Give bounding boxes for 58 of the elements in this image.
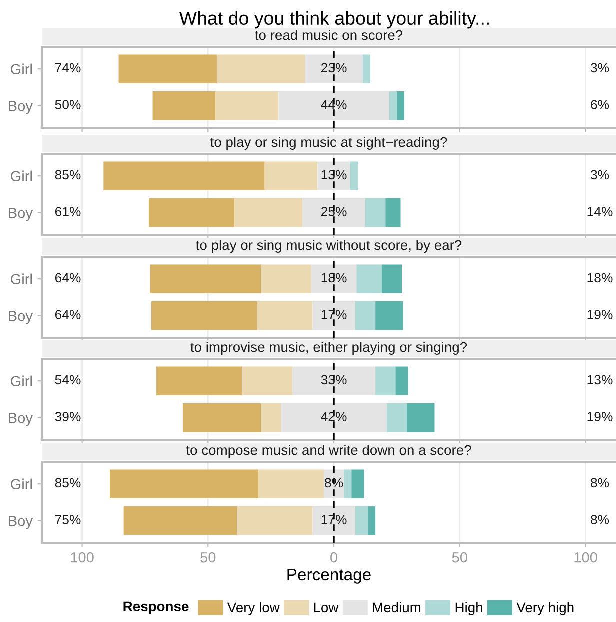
legend-title: Response bbox=[124, 602, 189, 614]
y-tick-label: Girl bbox=[11, 64, 32, 75]
data-label: 25% bbox=[321, 207, 347, 216]
data-label: 8% bbox=[325, 478, 344, 488]
legend-label: Very high bbox=[516, 602, 574, 616]
annotation: 85% bbox=[55, 170, 81, 180]
y-tick-label: Girl bbox=[11, 274, 32, 285]
annotation: 19% bbox=[588, 310, 613, 320]
x-tick-label: 100 bbox=[71, 552, 94, 563]
annotation: 18% bbox=[588, 273, 613, 283]
y-tick-label: Girl bbox=[11, 376, 32, 387]
y-tick-label: Girl bbox=[11, 478, 32, 490]
legend-label: High bbox=[456, 602, 482, 616]
y-tick-label: Boy bbox=[9, 101, 33, 114]
x-tick-label: 100 bbox=[574, 552, 598, 563]
annotation: 39% bbox=[55, 412, 81, 422]
data-label: 42% bbox=[321, 412, 347, 422]
annotation: 85% bbox=[55, 478, 81, 488]
annotation: 8% bbox=[591, 515, 610, 524]
annotation: 19% bbox=[588, 412, 613, 422]
data-label: 44% bbox=[321, 100, 347, 110]
y-tick-label: Boy bbox=[9, 208, 33, 222]
legend-label: Very low bbox=[227, 602, 280, 616]
annotation: 6% bbox=[591, 100, 610, 110]
annotation: 61% bbox=[55, 207, 81, 216]
x-axis-title: Percentage bbox=[288, 569, 371, 584]
annotation: 75% bbox=[55, 515, 81, 524]
chart-subtitle: to improvise music, either playing or singing? bbox=[190, 342, 468, 355]
legend-label: Low bbox=[314, 602, 339, 613]
annotation: 14% bbox=[588, 207, 613, 216]
chart-subtitle: to play or sing music without score, by ear? bbox=[196, 240, 462, 253]
data-label: 17% bbox=[322, 310, 347, 320]
annotation: 74% bbox=[55, 63, 81, 73]
x-tick-label: 50 bbox=[200, 552, 216, 563]
data-label: 18% bbox=[322, 273, 347, 283]
chart-title: What do you think about your ability... bbox=[179, 11, 489, 29]
annotation: 13% bbox=[588, 375, 613, 385]
y-tick-label: Girl bbox=[11, 170, 32, 182]
data-label: 23% bbox=[321, 63, 347, 73]
annotation: 54% bbox=[55, 375, 81, 385]
x-tick-label: 50 bbox=[452, 552, 468, 563]
x-tick-label: 0 bbox=[330, 552, 338, 563]
legend-label: Medium bbox=[373, 602, 421, 613]
data-label: 17% bbox=[322, 515, 347, 524]
annotation: 50% bbox=[55, 100, 81, 110]
y-tick-label: Boy bbox=[9, 311, 33, 324]
annotation: 64% bbox=[55, 310, 81, 320]
y-tick-label: Boy bbox=[9, 413, 33, 426]
data-label: 13% bbox=[322, 170, 347, 180]
annotation: 3% bbox=[590, 63, 610, 73]
annotation: 3% bbox=[590, 170, 610, 180]
chart-subtitle: to read music on score? bbox=[255, 30, 403, 40]
y-tick-label: Boy bbox=[9, 516, 33, 530]
annotation: 8% bbox=[591, 478, 610, 488]
chart-subtitle: to play or sing music at sight−reading? bbox=[210, 137, 448, 150]
annotation: 64% bbox=[55, 273, 81, 283]
chart-subtitle: to compose music and write down on a score? bbox=[186, 445, 472, 458]
data-label: 33% bbox=[321, 375, 347, 385]
